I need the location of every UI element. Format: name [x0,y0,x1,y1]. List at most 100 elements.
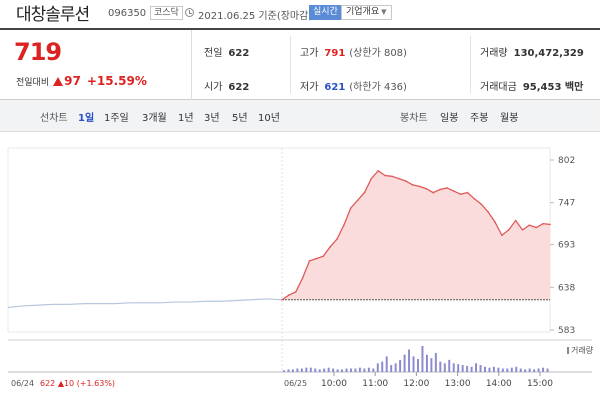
open-value: 622 [228,82,250,93]
volume-cell: 거래량 130,472,329 [480,44,584,59]
tab-daily-candle[interactable]: 일봉 [440,113,459,124]
upper-limit: (상한가 808) [349,48,407,59]
price-point [446,187,448,189]
prev-close-value: 622 [228,48,250,59]
volume-bar [546,368,549,372]
price-point [398,177,400,180]
price-point [452,190,455,192]
prev-day-summary: 622 ▲10 (+1.63%) [40,379,115,388]
volume-bar [470,366,473,372]
tab-1year[interactable]: 1년 [178,113,194,124]
company-info-dropdown[interactable]: 기업개요 ▼ [341,5,392,20]
amount-cell: 거래대금 95,453 백만 [480,78,583,93]
price-point [329,246,331,248]
realtime-button[interactable]: 실시간 [309,5,342,20]
volume-bar [323,368,326,372]
prev-close-cell: 전일 622 [204,44,249,59]
low-cell: 저가 621 (하한가 436) [300,78,407,93]
price-point [418,185,421,188]
volume-bar [350,368,352,372]
volume-value: 130,472,329 [513,48,584,59]
volume-bar [417,359,419,372]
change-label: 전일대비 [16,78,50,88]
y-tick-label: 583 [558,326,575,336]
volume-bar [510,367,513,372]
volume-bar [408,349,411,372]
volume-bar [506,368,509,372]
price-point [507,229,510,231]
price-point [542,222,544,225]
amount-label: 거래대금 [480,82,517,93]
volume-bar [434,352,437,372]
chart-tabs: 선차트 1일 1주일 3개월 1년 3년 5년 10년 봉차트 일봉 주봉 월봉 [0,100,600,132]
price-point [356,199,359,202]
price-point [521,229,524,231]
price-point [349,207,352,209]
stock-name: 대창솔루션 [16,5,90,25]
tab-1day[interactable]: 1일 [78,113,95,124]
volume-bar [515,366,518,372]
tab-monthly-candle[interactable]: 월봉 [500,113,519,124]
tab-10year[interactable]: 10년 [258,113,280,124]
volume-bar [363,368,366,372]
tab-3month[interactable]: 3개월 [142,113,167,124]
volume-bar [367,367,370,372]
low-value: 621 [324,82,346,93]
high-cell: 고가 791 (상한가 808) [300,44,407,59]
volume-bar [385,356,388,372]
volume-bar [479,365,482,372]
price-point [528,224,531,227]
divider [470,36,471,94]
open-label: 시가 [204,82,223,93]
price-point [343,224,345,227]
volume-bar [314,368,317,372]
volume-bar [332,368,335,372]
clock-icon [185,8,194,17]
date-text: 2021.06.25 기준(장마감) [198,11,313,22]
tab-1week[interactable]: 1주일 [104,113,129,124]
stock-header: 대창솔루션 096350 코스닥 2021.06.25 기준(장마감) 실시간 … [0,0,600,28]
price-point [549,223,551,226]
current-price: 719 [14,38,62,66]
volume-bar [341,369,344,372]
price-point [501,234,503,237]
volume-bar [372,368,375,372]
price-point [363,191,366,194]
tab-weekly-candle[interactable]: 주봉 [470,113,489,124]
x-tick-label: 13:00 [445,379,471,389]
price-chart: 583 638 693 747 802 거래량 10:00 11:00 12:00 13:00 14… [7,147,594,389]
line-chart-label: 선차트 [40,113,68,124]
price-point [411,184,414,186]
y-tick-label: 638 [558,283,575,293]
volume-label: 거래량 [480,48,508,59]
tab-5year[interactable]: 5년 [232,113,248,124]
price-point [308,260,311,262]
x-tick-label: 12:00 [403,379,429,389]
volume-bar [425,354,428,372]
open-cell: 시가 622 [204,78,249,93]
volume-bar [497,367,500,372]
volume-bar [448,359,451,372]
price-point [336,238,338,240]
volume-bar [336,369,339,372]
volume-bar [296,368,299,372]
volume-bar [394,363,397,372]
candle-chart-label: 봉차트 [400,113,428,124]
today-price-line [281,170,551,301]
volume-bar [466,365,469,372]
change-amount: 97 [64,74,81,88]
x-tick-label: 11:00 [362,379,388,389]
high-label: 고가 [300,48,319,59]
volume-bar [443,363,446,372]
volume-bar [309,367,312,372]
price-point [480,203,483,206]
price-point [494,221,496,223]
tab-3year[interactable]: 3년 [204,113,220,124]
price-point [294,291,297,293]
volume-bar [457,364,460,372]
volume-bar [475,363,478,372]
volume-bar [461,365,464,372]
quote-panel: 719 전일대비 97 +15.59% 전일 622 시가 622 고가 791 (상한가 … [0,28,600,100]
price-point [322,255,325,258]
x-tick-label: 14:00 [486,379,512,389]
